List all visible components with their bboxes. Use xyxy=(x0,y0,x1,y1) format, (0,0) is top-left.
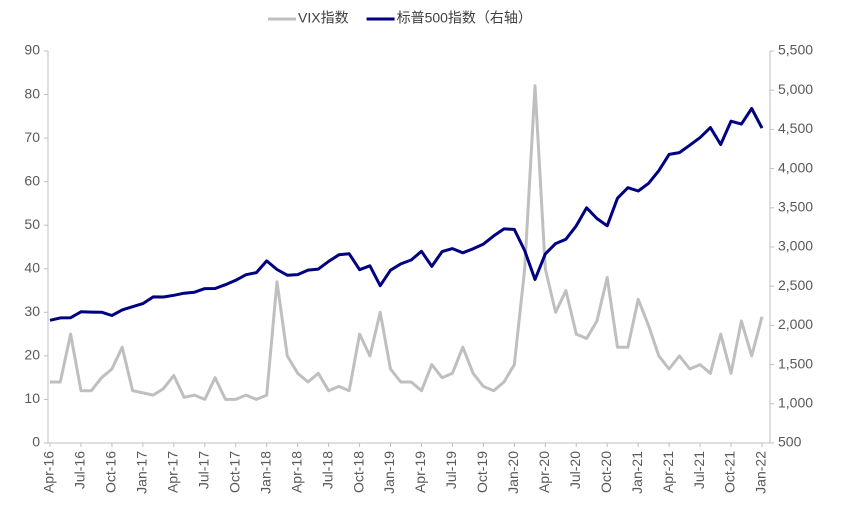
legend-label: VIX指数 xyxy=(298,10,349,26)
series-line xyxy=(49,107,764,322)
y-tick-label: 10 xyxy=(24,390,40,406)
y-tick-label: 50 xyxy=(24,216,40,232)
y2-tick-label: 500 xyxy=(778,434,802,450)
y2-tick-label: 4,500 xyxy=(778,120,813,136)
y2-tick-label: 5,000 xyxy=(778,81,813,97)
x-tick-label: Jul-17 xyxy=(195,451,211,489)
y-tick-label: 90 xyxy=(24,42,40,58)
y2-tick-label: 4,000 xyxy=(778,159,813,175)
x-tick-label: Oct-17 xyxy=(226,451,242,493)
y-tick-label: 0 xyxy=(32,434,40,450)
x-tick-label: Jan-19 xyxy=(381,451,397,494)
x-tick-label: Oct-21 xyxy=(722,451,738,493)
x-tick-label: Jul-18 xyxy=(319,451,335,489)
x-tick-label: Jan-21 xyxy=(629,451,645,494)
y-tick-label: 70 xyxy=(24,129,40,145)
x-tick-label: Oct-20 xyxy=(598,451,614,493)
x-tick-label: Jul-20 xyxy=(567,451,583,489)
y2-tick-label: 1,000 xyxy=(778,395,813,411)
y-tick-label: 30 xyxy=(24,303,40,319)
x-tick-label: Jan-22 xyxy=(753,451,769,494)
x-tick-label: Oct-16 xyxy=(103,451,119,493)
x-tick-label: Apr-18 xyxy=(288,451,304,493)
x-tick-label: Jan-18 xyxy=(257,451,273,494)
x-tick-label: Jul-16 xyxy=(72,451,88,489)
legend: VIX指数 标普500指数（右轴） xyxy=(268,10,532,26)
x-tick-label: Apr-21 xyxy=(660,451,676,493)
x-tick-label: Apr-19 xyxy=(412,451,428,493)
x-tick-label: Jan-20 xyxy=(505,451,521,494)
y2-tick-label: 2,000 xyxy=(778,316,813,332)
x-tick-label: Apr-16 xyxy=(41,451,57,493)
y-tick-label: 40 xyxy=(24,259,40,275)
x-tick-label: Jul-19 xyxy=(443,451,459,489)
x-tick-label: Oct-19 xyxy=(474,451,490,493)
y-tick-label: 20 xyxy=(24,347,40,363)
y2-tick-label: 5,500 xyxy=(778,42,813,58)
y2-tick-label: 3,500 xyxy=(778,199,813,215)
series-line xyxy=(50,84,764,401)
legend-label: 标普500指数（右轴） xyxy=(397,10,532,26)
x-tick-label: Jan-17 xyxy=(134,451,150,494)
y2-tick-label: 3,000 xyxy=(778,238,813,254)
x-tick-label: Jul-21 xyxy=(691,451,707,489)
x-tick-label: Apr-17 xyxy=(165,451,181,493)
x-tick-label: Oct-18 xyxy=(350,451,366,493)
y-tick-label: 60 xyxy=(24,172,40,188)
y-tick-label: 80 xyxy=(24,85,40,101)
x-tick-label: Apr-20 xyxy=(536,451,552,493)
y2-tick-label: 2,500 xyxy=(778,277,813,293)
y2-tick-label: 1,500 xyxy=(778,355,813,371)
